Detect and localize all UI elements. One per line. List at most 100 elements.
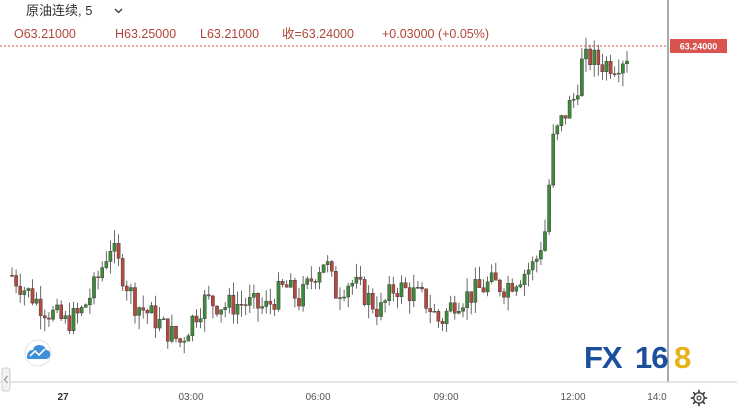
candle-body xyxy=(252,293,256,298)
x-tick-label: 03:00 xyxy=(178,392,203,403)
candle-body xyxy=(145,310,150,314)
candle-body xyxy=(297,298,301,307)
candle-body xyxy=(354,276,359,284)
candle-body xyxy=(165,318,170,342)
candle-body xyxy=(276,281,281,310)
candle-body xyxy=(124,285,129,292)
candle-body xyxy=(178,338,182,343)
candle-body xyxy=(366,293,371,305)
candle-body xyxy=(71,308,76,331)
candle-body xyxy=(395,293,400,297)
candle-body xyxy=(489,272,494,282)
candle-body xyxy=(215,305,219,315)
candle-body xyxy=(604,61,609,72)
candle-body xyxy=(559,115,564,126)
chevron-down-icon[interactable] xyxy=(114,8,123,14)
candle-body xyxy=(444,310,449,324)
candle-body xyxy=(617,72,621,75)
candle-body xyxy=(26,288,31,291)
candle-body xyxy=(79,307,84,314)
candle-body xyxy=(133,287,137,316)
candle-body xyxy=(416,287,420,289)
candle-body xyxy=(563,115,568,119)
candle-body xyxy=(481,287,486,293)
candle-body xyxy=(514,286,519,292)
candle-body xyxy=(14,275,18,287)
candle-body xyxy=(18,285,23,295)
candle-body xyxy=(485,281,490,293)
candle-body xyxy=(543,231,547,251)
candle-body xyxy=(391,284,396,294)
candle-body xyxy=(55,304,59,311)
candle-body xyxy=(592,49,596,65)
candle-body xyxy=(567,100,572,119)
scroll-left-icon[interactable] xyxy=(1,367,11,392)
candle-body xyxy=(387,284,392,301)
candle-body xyxy=(43,315,47,319)
candle-body xyxy=(530,261,535,271)
candle-body xyxy=(346,285,351,298)
candle-body xyxy=(457,311,461,314)
candle-body xyxy=(358,276,363,280)
candle-body xyxy=(465,291,469,308)
gear-icon[interactable] xyxy=(690,389,708,407)
candle-body xyxy=(338,297,342,299)
ohlc-change: +0.03000 (+0.05%) xyxy=(382,27,489,41)
candle-body xyxy=(88,297,92,306)
fx168-watermark-logo: FX 16 8 xyxy=(584,340,692,375)
candle-body xyxy=(120,258,125,287)
candle-body xyxy=(580,58,584,96)
candle-body xyxy=(571,98,576,101)
candle-body xyxy=(83,304,88,308)
candle-body xyxy=(219,309,223,315)
ohlc-open: O63.21000 xyxy=(14,27,76,41)
candle-body xyxy=(153,305,158,329)
candle-body xyxy=(428,308,433,313)
candle-body xyxy=(576,95,580,100)
candle-body xyxy=(375,308,379,317)
x-tick-label: 06:00 xyxy=(305,392,330,403)
candle-body xyxy=(432,311,437,313)
candle-body xyxy=(551,133,555,186)
watermark-fx: FX xyxy=(584,340,623,375)
x-tick-label: 27 xyxy=(57,392,69,403)
candle-body xyxy=(301,284,305,307)
candle-body xyxy=(350,283,355,287)
candle-body xyxy=(596,49,601,65)
candle-body xyxy=(608,61,613,74)
candle-body xyxy=(330,261,334,272)
candle-body xyxy=(202,294,207,319)
candle-body xyxy=(268,300,273,305)
candle-body xyxy=(149,305,154,314)
candle-body xyxy=(272,304,277,310)
candle-body xyxy=(264,300,269,307)
candle-body xyxy=(539,250,543,260)
candle-body xyxy=(67,315,72,331)
candle-body xyxy=(108,251,113,262)
candle-body xyxy=(227,294,232,308)
candle-body xyxy=(211,295,215,307)
candle-body xyxy=(38,298,43,316)
candle-body xyxy=(243,304,248,306)
cloud-logo-icon[interactable] xyxy=(24,339,52,367)
candle-body xyxy=(174,326,178,339)
candle-body xyxy=(256,293,260,309)
candle-body xyxy=(555,125,560,135)
candle-body xyxy=(621,63,625,74)
candle-body xyxy=(305,278,310,285)
candle-body xyxy=(448,302,453,312)
ohlc-close: 收=63.24000 xyxy=(282,27,354,41)
symbol-title[interactable]: 原油连续, 5 xyxy=(26,3,92,18)
candle-body xyxy=(440,321,445,324)
candle-body xyxy=(535,258,539,262)
candle-body xyxy=(96,276,100,278)
candle-body xyxy=(321,264,326,273)
candle-body xyxy=(206,294,211,297)
chart-header: 原油连续, 5 O63.21000 H63.25000 L63.21000 收=… xyxy=(14,3,489,41)
watermark-8: 8 xyxy=(674,340,691,375)
candle-body xyxy=(309,278,314,282)
candle-body xyxy=(403,282,408,288)
candle-body xyxy=(10,275,14,277)
candle-body xyxy=(506,283,510,298)
